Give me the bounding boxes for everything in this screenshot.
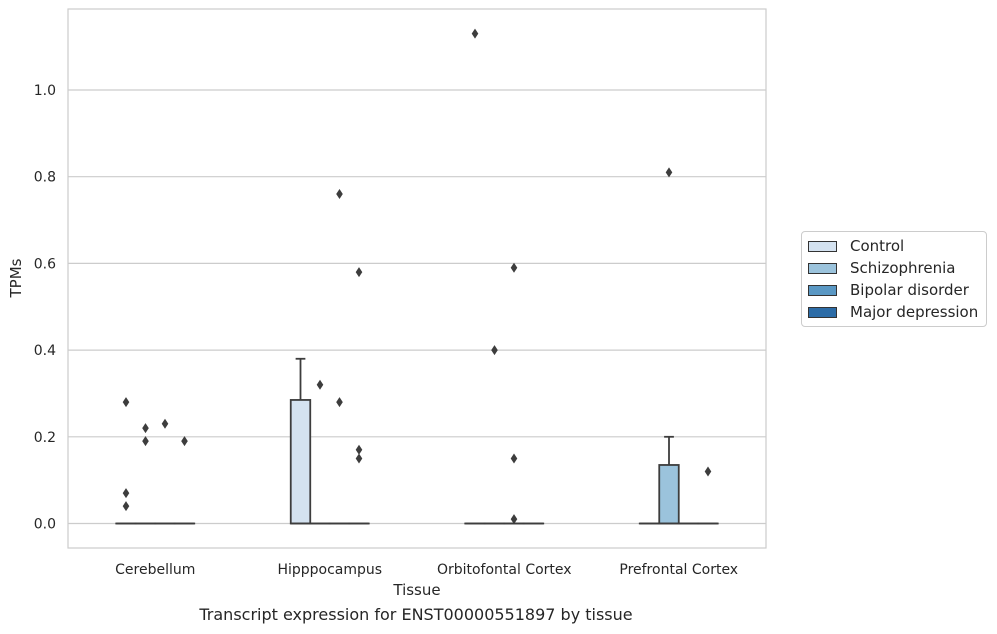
- box: [289, 399, 312, 525]
- box: [658, 464, 680, 525]
- gridlines: [68, 89, 766, 525]
- box-series: [115, 28, 719, 525]
- legend-item-major-depression: Major depression: [808, 303, 978, 321]
- x-tick-labels: Cerebellum Hipppocampus Orbitofontal Corte…: [115, 562, 738, 578]
- y-tick-labels: 0.0 0.2 0.4 0.6 0.8 1.0: [34, 83, 56, 533]
- outlier-point: [122, 488, 130, 499]
- legend-label-major-depression: Major depression: [850, 303, 979, 321]
- outlier-point: [510, 514, 518, 525]
- y-tick-label: 0.4: [34, 343, 56, 359]
- plot-frame: [67, 8, 767, 549]
- outlier-point: [355, 444, 363, 455]
- legend-swatch-bipolar-disorder: [808, 284, 837, 296]
- legend: Control Schizophrenia Bipolar disorder M…: [801, 231, 987, 327]
- legend-swatch-schizophrenia: [808, 262, 837, 274]
- legend-label-schizophrenia: Schizophrenia: [850, 259, 956, 277]
- outlier-point: [355, 267, 363, 278]
- legend-item-bipolar-disorder: Bipolar disorder: [808, 281, 969, 299]
- outlier-point: [336, 189, 343, 200]
- legend-swatch-major-depression: [808, 306, 837, 318]
- outlier-point: [355, 453, 363, 464]
- outlier-point: [491, 345, 498, 356]
- legend-label-bipolar-disorder: Bipolar disorder: [850, 281, 969, 299]
- x-tick-label: Prefrontal Cortex: [619, 562, 738, 578]
- x-axis-label: Tissue: [392, 581, 440, 599]
- outlier-point: [704, 466, 712, 477]
- legend-item-schizophrenia: Schizophrenia: [808, 259, 955, 277]
- y-axis-label: TPMs: [7, 258, 25, 298]
- outlier-point: [181, 436, 188, 447]
- x-tick-label: Hipppocampus: [277, 562, 382, 578]
- legend-label-control: Control: [850, 237, 905, 255]
- outlier-point: [510, 453, 518, 464]
- outlier-point: [471, 28, 479, 39]
- legend-swatch-control: [808, 240, 837, 252]
- outlier-point: [316, 379, 324, 390]
- outlier-point: [122, 501, 130, 512]
- y-tick-label: 0.2: [34, 430, 56, 446]
- outlier-point: [510, 262, 518, 273]
- y-tick-label: 0.6: [34, 256, 56, 272]
- y-tick-label: 1.0: [34, 83, 56, 99]
- outlier-point: [122, 397, 130, 408]
- chart-caption: Transcript expression for ENST0000055189…: [199, 605, 633, 624]
- y-tick-label: 0.8: [34, 170, 56, 186]
- outlier-point: [336, 397, 343, 408]
- x-tick-label: Orbitofontal Cortex: [437, 562, 572, 578]
- y-tick-label: 0.0: [34, 517, 56, 533]
- outlier-point: [665, 167, 673, 178]
- outlier-point: [161, 418, 169, 429]
- outlier-point: [142, 423, 149, 434]
- x-tick-label: Cerebellum: [115, 562, 195, 578]
- outlier-point: [142, 436, 149, 447]
- legend-item-control: Control: [808, 237, 904, 255]
